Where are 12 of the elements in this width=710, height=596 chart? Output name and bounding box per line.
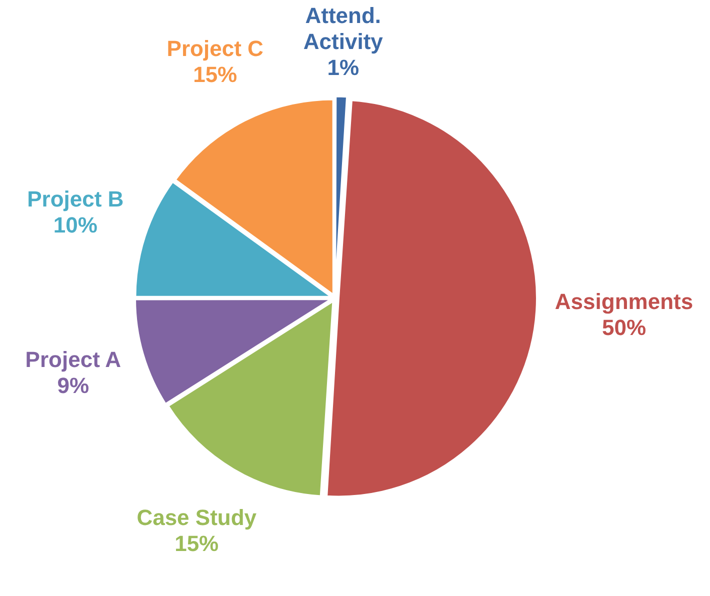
data-label: 50% xyxy=(602,315,646,340)
data-label: 1% xyxy=(327,55,360,80)
slice-label: Project B xyxy=(27,186,124,212)
slice-label: Case Study xyxy=(136,505,258,530)
slice-label: Project C xyxy=(166,36,264,61)
slice-label: Attend. Activity xyxy=(303,3,384,54)
data-label: 9% xyxy=(57,373,90,398)
data-label: 15% xyxy=(193,62,238,87)
slice-label: Project A xyxy=(25,347,122,372)
data-label: 10% xyxy=(53,212,98,238)
slice-label: Assignments xyxy=(554,289,694,314)
data-label: 15% xyxy=(174,531,219,556)
